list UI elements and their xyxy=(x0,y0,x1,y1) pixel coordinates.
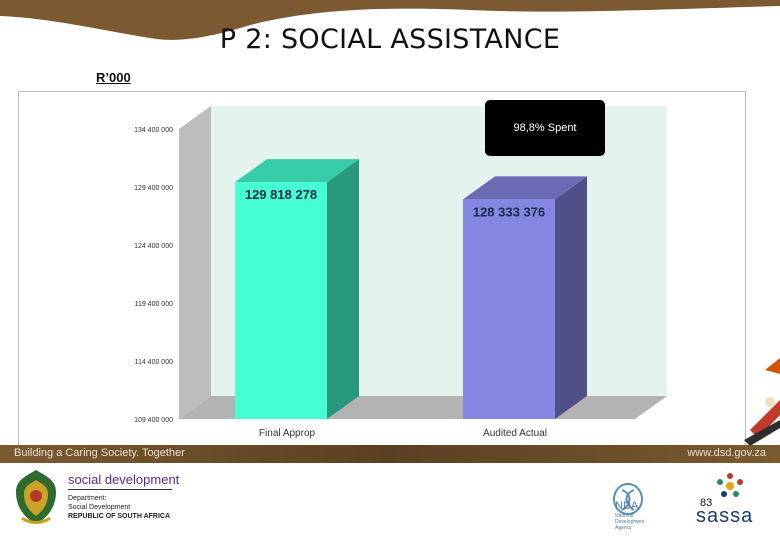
bar-1: 129 818 278 xyxy=(235,159,359,419)
nda-logo-name: NDA xyxy=(615,500,639,512)
x-tick-label: Final Approp xyxy=(259,428,316,439)
bar-side xyxy=(555,176,587,419)
slide-title: P 2: SOCIAL ASSISTANCE xyxy=(219,24,561,55)
header-decoration xyxy=(0,0,780,40)
x-axis-labels: Final Approp Audited Actual xyxy=(259,428,547,439)
bars: 129 818 278 128 333 376 xyxy=(235,159,587,419)
sassa-logo-icon xyxy=(717,473,743,497)
bar-top xyxy=(235,159,359,183)
y-tick-label: 119 400 000 xyxy=(135,301,174,308)
bar-2: 128 333 376 xyxy=(463,176,587,419)
dept-logo-divider xyxy=(68,489,172,490)
bar-side xyxy=(327,159,359,419)
y-tick-label: 124 400 000 xyxy=(134,243,173,250)
y-tick-label: 134 400 000 xyxy=(134,127,173,134)
chart-area: 109 400 000 114 400 000 119 400 000 124 400… xyxy=(18,91,746,449)
coat-of-arms-icon xyxy=(16,470,56,524)
footer-tagline: Building a Caring Society. Together xyxy=(14,447,185,459)
spent-annotation-text: 98,8% Spent xyxy=(513,122,577,134)
y-tick-label: 129 400 000 xyxy=(134,185,173,192)
bar-top xyxy=(463,176,587,200)
x-tick-label: Audited Actual xyxy=(483,428,547,439)
y-tick-label: 109 400 000 xyxy=(134,417,173,424)
page-number: 83 xyxy=(700,497,713,509)
spent-annotation: 98,8% Spent xyxy=(485,100,605,156)
dept-sub-line: Department: xyxy=(68,495,107,502)
corner-decoration xyxy=(744,358,780,446)
bar-data-label: 128 333 376 xyxy=(473,204,545,219)
bar-chart: 109 400 000 114 400 000 119 400 000 124 400… xyxy=(134,106,667,439)
nda-logo-subtitle: National Development Agency xyxy=(615,513,644,531)
y-tick-label: 114 400 000 xyxy=(135,359,174,366)
sassa-logo-name: sassa xyxy=(696,505,754,527)
dept-logo-name: social development xyxy=(68,472,180,487)
unit-label: R’000 xyxy=(96,70,131,85)
bar-front xyxy=(235,182,327,419)
nda-sub-line: National xyxy=(615,513,634,519)
nda-sub-line: Development xyxy=(615,519,645,525)
footer-website[interactable]: www.dsd.gov.za xyxy=(687,447,766,459)
dept-sub-line: REPUBLIC OF SOUTH AFRICA xyxy=(68,513,171,520)
footer-band xyxy=(0,445,780,463)
dept-sub-line: Social Development xyxy=(68,504,131,511)
nda-logo-icon xyxy=(613,483,643,515)
bar-data-label: 129 818 278 xyxy=(245,187,317,202)
nda-sub-line: Agency xyxy=(615,525,632,531)
y-axis: 109 400 000 114 400 000 119 400 000 124 400… xyxy=(134,127,173,424)
bar-front xyxy=(463,199,555,419)
dept-logo-subtitle: Department: Social Development REPUBLIC … xyxy=(68,494,170,521)
side-wall xyxy=(179,106,211,419)
